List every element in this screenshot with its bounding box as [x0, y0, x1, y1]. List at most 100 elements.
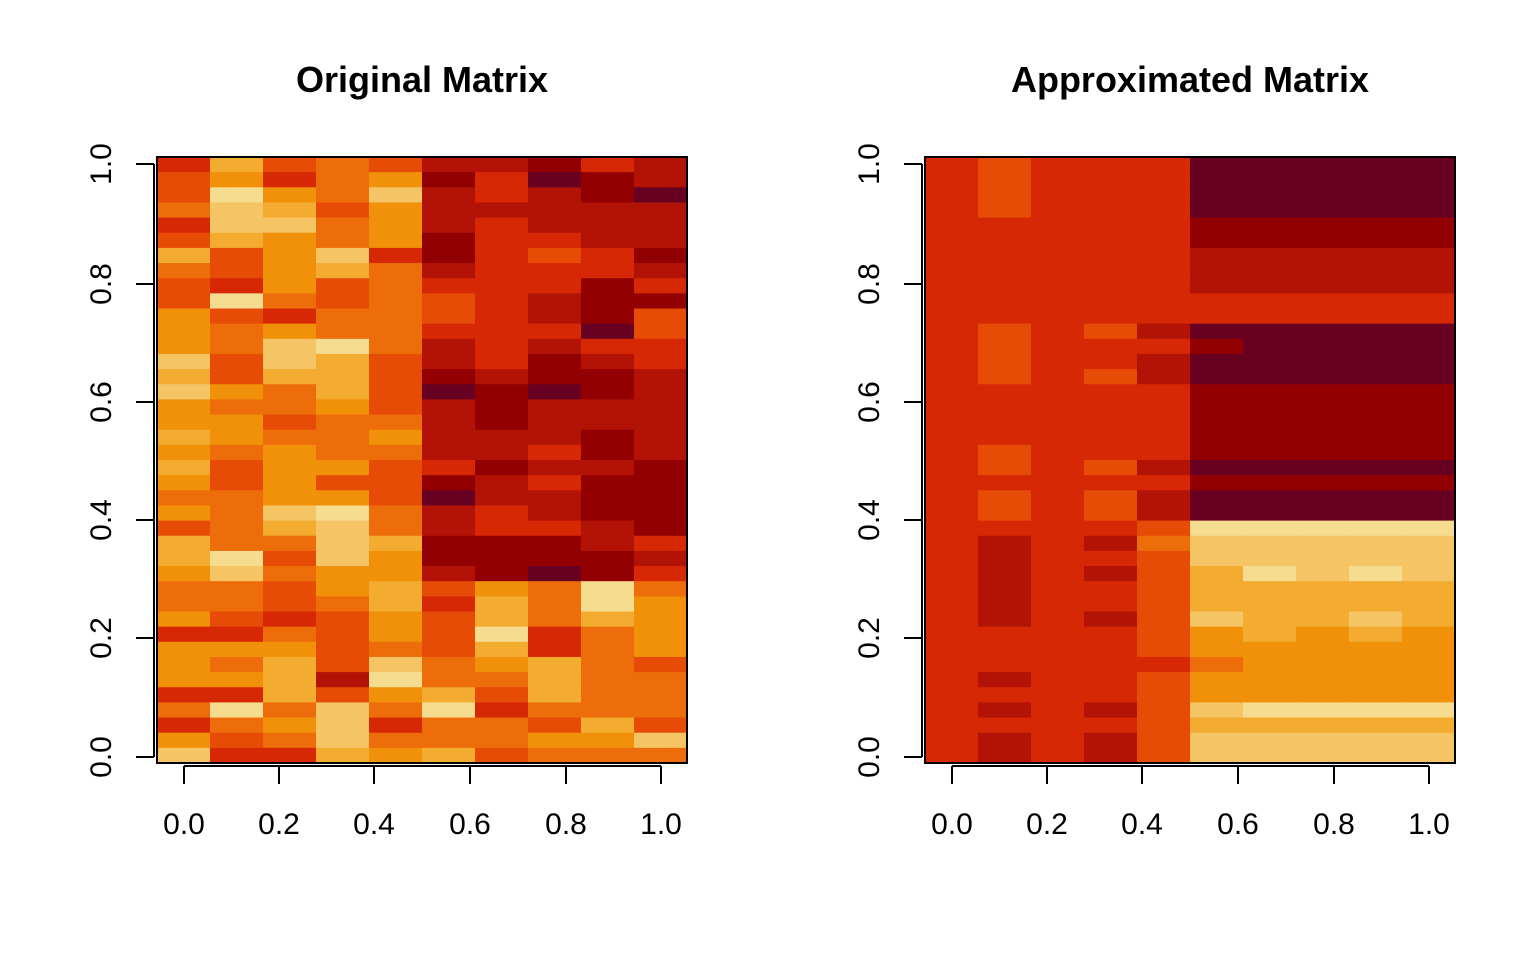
approximated-matrix-cell [1243, 353, 1297, 370]
original-matrix-cell [316, 520, 370, 537]
approximated-matrix-cell [1402, 308, 1456, 325]
original-matrix-cell [581, 293, 635, 310]
approximated-matrix-cell [1031, 702, 1085, 719]
approximated-matrix-cell [1137, 581, 1191, 597]
original-matrix-cell [634, 247, 688, 264]
original-matrix-cell [316, 369, 370, 385]
approximated-matrix-cell [1402, 490, 1456, 507]
approximated-matrix-cell [925, 308, 979, 325]
approximated-matrix-cell [1243, 520, 1297, 537]
original-matrix-cell [634, 656, 688, 673]
approximated-matrix-cell [1243, 202, 1297, 219]
approximated-matrix-cell [1296, 323, 1350, 340]
approximated-matrix-cell [925, 172, 979, 188]
approximated-matrix-cell [1031, 429, 1085, 446]
original-matrix-cell [422, 702, 476, 719]
approximated-matrix-cell [1296, 232, 1350, 249]
approximated-matrix-cell [1084, 596, 1138, 613]
approximated-matrix-cell [1349, 278, 1403, 294]
approximated-matrix-cell [1296, 626, 1350, 643]
original-matrix-cell [316, 399, 370, 416]
approximated-matrix-cell [978, 535, 1032, 552]
original-matrix-cell [210, 732, 264, 749]
original-matrix-cell [263, 702, 317, 719]
approximated-matrix-cell [1402, 187, 1456, 204]
original-matrix-cell [475, 323, 529, 340]
original-matrix-cell [581, 308, 635, 325]
approximated-matrix-cell [1296, 672, 1350, 688]
approximated-matrix-cell [1402, 384, 1456, 400]
approximated-matrix-cells [925, 157, 1456, 764]
original-matrix-cell [369, 157, 423, 173]
original-matrix-cell [528, 535, 582, 552]
approximated-matrix-cell [1137, 202, 1191, 219]
approximated-matrix-cell [1349, 596, 1403, 613]
original-matrix-cell [316, 475, 370, 491]
original-matrix-cell [263, 475, 317, 491]
original-matrix-cell [369, 247, 423, 264]
original-matrix-cell [581, 566, 635, 582]
approximated-matrix-cell [1243, 535, 1297, 552]
original-matrix-cell [263, 626, 317, 643]
approximated-matrix-cell [1190, 278, 1244, 294]
approximated-matrix-cell [925, 550, 979, 567]
original-matrix-cell [263, 429, 317, 446]
original-matrix-cell [263, 232, 317, 249]
approximated-matrix-cell [978, 581, 1032, 597]
approximated-matrix-cell [1084, 626, 1138, 643]
approximated-matrix-cell [1296, 172, 1350, 188]
approximated-matrix-cell [978, 308, 1032, 325]
original-matrix-cell [210, 702, 264, 719]
approximated-matrix-cell [1402, 626, 1456, 643]
approximated-matrix-cell [1243, 157, 1297, 173]
original-matrix-cell [422, 414, 476, 431]
original-matrix-cell [422, 278, 476, 294]
original-matrix-cell [210, 172, 264, 188]
approximated-matrix-cell [1349, 732, 1403, 749]
original-matrix-cell [369, 656, 423, 673]
approximated-matrix-cell [1296, 505, 1350, 522]
original-matrix-cell [475, 475, 529, 491]
original-matrix-cell [316, 384, 370, 400]
approximated-matrix-cell [1137, 338, 1191, 355]
approximated-matrix-cell [1349, 157, 1403, 173]
original-matrix-cell [210, 626, 264, 643]
original-matrix-cell [210, 414, 264, 431]
original-matrix-cell [316, 247, 370, 264]
original-matrix-cell [263, 263, 317, 279]
approximated-matrix-cell [978, 217, 1032, 234]
approximated-matrix-cell [925, 520, 979, 537]
approximated-matrix-cell [1137, 656, 1191, 673]
approximated-matrix-title: Approximated Matrix [1011, 59, 1369, 100]
approximated-matrix-x-tick-label: 0.2 [1026, 808, 1068, 841]
approximated-matrix-x-tick-label: 0.4 [1121, 808, 1163, 841]
approximated-matrix-cell [1349, 747, 1403, 764]
approximated-matrix-cell [1402, 475, 1456, 491]
approximated-matrix-cell [978, 157, 1032, 173]
original-matrix-cell [581, 596, 635, 613]
approximated-matrix-cell [1296, 247, 1350, 264]
approximated-matrix-cell [978, 399, 1032, 416]
original-matrix-cell [157, 611, 211, 628]
approximated-matrix-cell [1402, 656, 1456, 673]
approximated-matrix-cell [1296, 535, 1350, 552]
approximated-matrix-cell [1296, 293, 1350, 310]
original-matrix-cell [316, 308, 370, 325]
original-matrix-cell [475, 429, 529, 446]
original-matrix-cell [263, 293, 317, 310]
original-matrix-cell [157, 247, 211, 264]
original-matrix-cell [634, 293, 688, 310]
original-matrix-cell [581, 247, 635, 264]
approximated-matrix-y-tick-label: 1.0 [853, 143, 886, 185]
approximated-matrix-cell [1031, 460, 1085, 476]
original-matrix-cell [581, 641, 635, 658]
original-matrix-cell [422, 338, 476, 355]
original-matrix-cell [528, 187, 582, 204]
approximated-matrix-cell [1137, 263, 1191, 279]
approximated-matrix-cell [1190, 641, 1244, 658]
original-matrix-cell [422, 550, 476, 567]
original-matrix-cell [263, 687, 317, 703]
original-matrix-cell [422, 626, 476, 643]
original-matrix-cell [528, 399, 582, 416]
original-matrix-x-tick-label: 0.8 [545, 808, 587, 841]
